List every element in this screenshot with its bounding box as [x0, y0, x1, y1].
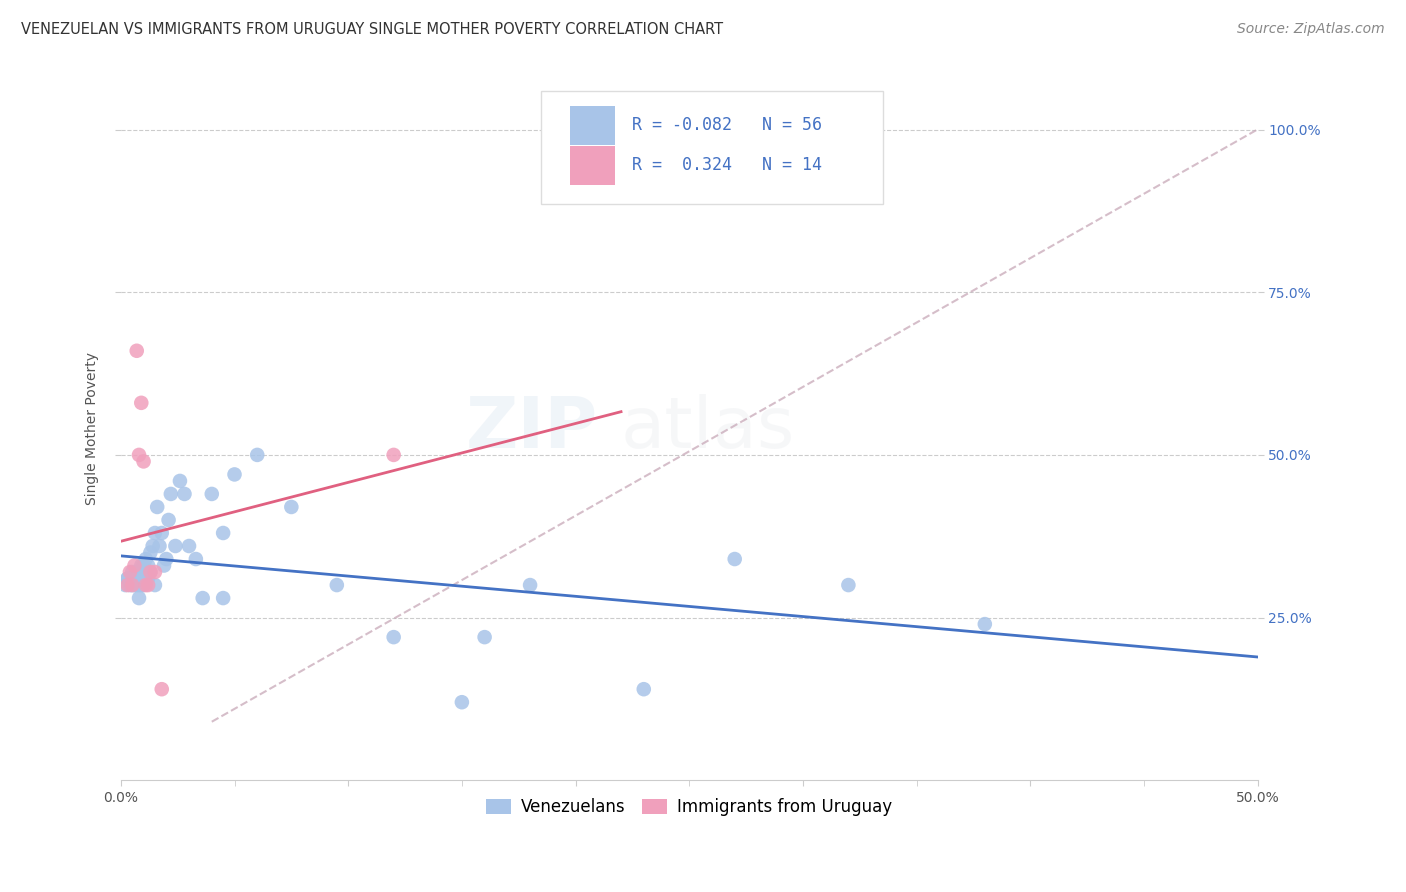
- Point: [132, 578, 155, 592]
- FancyBboxPatch shape: [569, 106, 616, 145]
- Text: ZIP: ZIP: [465, 394, 599, 463]
- Point: [136, 572, 159, 586]
- Point: [135, 552, 157, 566]
- Point: [118, 578, 141, 592]
- Point: [326, 578, 349, 592]
- Point: [212, 526, 235, 541]
- Point: [117, 572, 139, 586]
- Point: [150, 526, 173, 541]
- Point: [128, 578, 150, 592]
- Y-axis label: Single Mother Poverty: Single Mother Poverty: [86, 352, 100, 506]
- Point: [132, 454, 155, 468]
- Point: [118, 565, 141, 579]
- Point: [184, 552, 207, 566]
- Point: [128, 572, 150, 586]
- Point: [169, 474, 191, 488]
- Point: [155, 552, 177, 566]
- Text: atlas: atlas: [621, 394, 796, 463]
- Point: [128, 591, 150, 605]
- Legend: Venezuelans, Immigrants from Uruguay: Venezuelans, Immigrants from Uruguay: [478, 790, 901, 825]
- Point: [142, 539, 165, 553]
- Point: [143, 526, 166, 541]
- Point: [136, 578, 159, 592]
- Point: [157, 513, 180, 527]
- Text: VENEZUELAN VS IMMIGRANTS FROM URUGUAY SINGLE MOTHER POVERTY CORRELATION CHART: VENEZUELAN VS IMMIGRANTS FROM URUGUAY SI…: [21, 22, 723, 37]
- Point: [153, 558, 176, 573]
- Point: [124, 572, 146, 586]
- Point: [117, 572, 139, 586]
- Point: [121, 578, 143, 592]
- Point: [165, 539, 187, 553]
- Point: [246, 448, 269, 462]
- Point: [451, 695, 474, 709]
- Point: [148, 539, 170, 553]
- Point: [973, 617, 995, 632]
- Point: [280, 500, 302, 514]
- Point: [201, 487, 224, 501]
- Point: [150, 682, 173, 697]
- Point: [128, 448, 150, 462]
- Point: [474, 630, 496, 644]
- Point: [135, 578, 157, 592]
- Point: [191, 591, 214, 605]
- Point: [139, 565, 162, 579]
- Text: R =  0.324   N = 14: R = 0.324 N = 14: [633, 156, 823, 174]
- Point: [114, 578, 136, 592]
- Point: [382, 448, 405, 462]
- Point: [633, 682, 655, 697]
- Point: [125, 565, 148, 579]
- Point: [124, 558, 146, 573]
- Point: [129, 565, 152, 579]
- Point: [117, 578, 139, 592]
- Point: [129, 558, 152, 573]
- Point: [135, 565, 157, 579]
- Point: [124, 578, 146, 592]
- Text: R = -0.082   N = 56: R = -0.082 N = 56: [633, 116, 823, 134]
- Point: [837, 578, 859, 592]
- Point: [125, 578, 148, 592]
- Point: [173, 487, 195, 501]
- Point: [146, 500, 169, 514]
- FancyBboxPatch shape: [569, 146, 616, 185]
- Point: [132, 558, 155, 573]
- Point: [519, 578, 541, 592]
- Point: [121, 578, 143, 592]
- Point: [129, 396, 152, 410]
- Point: [382, 630, 405, 644]
- Point: [177, 539, 200, 553]
- Point: [121, 565, 143, 579]
- Point: [143, 565, 166, 579]
- Point: [212, 591, 235, 605]
- Point: [139, 545, 162, 559]
- Point: [224, 467, 246, 482]
- Point: [132, 565, 155, 579]
- Point: [125, 343, 148, 358]
- Point: [136, 558, 159, 573]
- Point: [129, 578, 152, 592]
- Text: Source: ZipAtlas.com: Source: ZipAtlas.com: [1237, 22, 1385, 37]
- Point: [139, 565, 162, 579]
- Point: [143, 578, 166, 592]
- FancyBboxPatch shape: [541, 92, 883, 204]
- Point: [724, 552, 747, 566]
- Point: [160, 487, 183, 501]
